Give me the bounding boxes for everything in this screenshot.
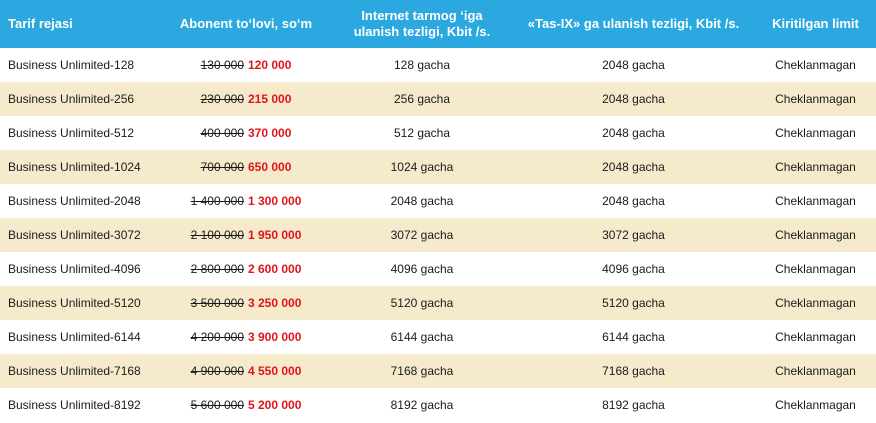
tasix-speed-cell: 2048 gacha xyxy=(602,160,665,174)
new-price: 370 000 xyxy=(248,126,292,140)
tasix-speed-cell: 6144 gacha xyxy=(602,330,665,344)
internet-speed-cell: 8192 gacha xyxy=(390,398,454,412)
header-tariff-plan: Tarif rejasi xyxy=(8,16,73,31)
tasix-speed-cell: 2048 gacha xyxy=(602,126,665,140)
tariff-name-cell: Business Unlimited-2048 xyxy=(8,194,141,208)
old-price: 2 100 000 xyxy=(190,228,244,242)
limit-cell: Cheklanmagan xyxy=(775,92,856,106)
internet-speed-cell: 128 gacha xyxy=(393,58,451,72)
new-price: 650 000 xyxy=(248,160,292,174)
price-cell: 130 000 120 000 xyxy=(160,48,332,82)
old-price: 2 800 000 xyxy=(190,262,244,276)
tariff-name-cell: Business Unlimited-3072 xyxy=(8,228,141,242)
internet-speed-cell: 3072 gacha xyxy=(390,228,454,242)
tariff-name-cell: Business Unlimited-512 xyxy=(8,126,135,140)
internet-speed-cell: 7168 gacha xyxy=(390,364,454,378)
price-cell: 2 100 000 1 950 000 xyxy=(160,218,332,252)
internet-speed-cell: 5120 gacha xyxy=(390,296,454,310)
tasix-speed-cell: 2048 gacha xyxy=(602,58,665,72)
old-price: 5 600 000 xyxy=(190,398,244,412)
tasix-speed-cell: 3072 gacha xyxy=(602,228,665,242)
table-row: Business Unlimited-128 130 000 120 000 128 … xyxy=(0,48,876,82)
header-limit: Kiritilgan limit xyxy=(772,16,859,31)
tariff-name-cell: Business Unlimited-5120 xyxy=(8,296,141,310)
price-cell: 4 900 000 4 550 000 xyxy=(160,354,332,388)
internet-speed-cell: 6144 gacha xyxy=(390,330,454,344)
price-cell: 4 200 000 3 900 000 xyxy=(160,320,332,354)
price-cell: 5 600 000 5 200 000 xyxy=(160,388,332,422)
table-header: Tarif rejasi Abonent to‘lovi, so‘m Inter… xyxy=(0,0,876,48)
old-price: 230 000 xyxy=(200,92,244,106)
new-price: 3 250 000 xyxy=(248,296,302,310)
tasix-speed-cell: 2048 gacha xyxy=(602,194,665,208)
header-tasix-speed: «Tas-IX» ga ulanish tezligi, Kbit /s. xyxy=(527,16,740,31)
price-cell: 400 000 370 000 xyxy=(160,116,332,150)
old-price: 4 900 000 xyxy=(190,364,244,378)
internet-speed-cell: 1024 gacha xyxy=(390,160,454,174)
price-cell: 700 000 650 000 xyxy=(160,150,332,184)
table-row: Business Unlimited-256 230 000 215 000 256 … xyxy=(0,82,876,116)
tariff-name-cell: Business Unlimited-6144 xyxy=(8,330,141,344)
tariff-name-cell: Business Unlimited-8192 xyxy=(8,398,141,412)
internet-speed-cell: 512 gacha xyxy=(393,126,451,140)
internet-speed-cell: 4096 gacha xyxy=(390,262,454,276)
new-price: 215 000 xyxy=(248,92,292,106)
limit-cell: Cheklanmagan xyxy=(775,296,856,310)
tariff-name-cell: Business Unlimited-7168 xyxy=(8,364,141,378)
limit-cell: Cheklanmagan xyxy=(775,262,856,276)
table-body: Business Unlimited-128 130 000 120 000 128 … xyxy=(0,48,876,422)
limit-cell: Cheklanmagan xyxy=(775,126,856,140)
internet-speed-cell: 256 gacha xyxy=(393,92,451,106)
header-row: Tarif rejasi Abonent to‘lovi, so‘m Inter… xyxy=(0,0,876,48)
tasix-speed-cell: 5120 gacha xyxy=(602,296,665,310)
table-row: Business Unlimited-2048 1 400 000 1 300 00… xyxy=(0,184,876,218)
new-price: 5 200 000 xyxy=(248,398,302,412)
tasix-speed-cell: 2048 gacha xyxy=(602,92,665,106)
limit-cell: Cheklanmagan xyxy=(775,364,856,378)
table-row: Business Unlimited-7168 4 900 000 4 550 00… xyxy=(0,354,876,388)
old-price: 400 000 xyxy=(200,126,244,140)
table-row: Business Unlimited-1024 700 000 650 000 102… xyxy=(0,150,876,184)
table-row: Business Unlimited-6144 4 200 000 3 900 00… xyxy=(0,320,876,354)
new-price: 4 550 000 xyxy=(248,364,302,378)
limit-cell: Cheklanmagan xyxy=(775,160,856,174)
new-price: 120 000 xyxy=(248,58,292,72)
old-price: 130 000 xyxy=(200,58,244,72)
new-price: 2 600 000 xyxy=(248,262,302,276)
price-cell: 2 800 000 2 600 000 xyxy=(160,252,332,286)
limit-cell: Cheklanmagan xyxy=(775,194,856,208)
table-row: Business Unlimited-5120 3 500 000 3 250 00… xyxy=(0,286,876,320)
new-price: 1 950 000 xyxy=(248,228,302,242)
table-row: Business Unlimited-512 400 000 370 000 512 … xyxy=(0,116,876,150)
limit-cell: Cheklanmagan xyxy=(775,330,856,344)
tariff-name-cell: Business Unlimited-1024 xyxy=(8,160,141,174)
old-price: 1 400 000 xyxy=(190,194,244,208)
price-cell: 3 500 000 3 250 000 xyxy=(160,286,332,320)
header-subscription-fee: Abonent to‘lovi, so‘m xyxy=(179,16,313,31)
old-price: 4 200 000 xyxy=(190,330,244,344)
limit-cell: Cheklanmagan xyxy=(775,398,856,412)
price-cell: 1 400 000 1 300 000 xyxy=(160,184,332,218)
tariff-name-cell: Business Unlimited-4096 xyxy=(8,262,141,276)
tasix-speed-cell: 4096 gacha xyxy=(602,262,665,276)
table-row: Business Unlimited-3072 2 100 000 1 950 00… xyxy=(0,218,876,252)
header-internet-speed: Internet tarmog ‘iga ulanish tezligi, Kb… xyxy=(353,8,491,39)
limit-cell: Cheklanmagan xyxy=(775,58,856,72)
tasix-speed-cell: 8192 gacha xyxy=(602,398,665,412)
internet-speed-cell: 2048 gacha xyxy=(390,194,454,208)
tariff-name-cell: Business Unlimited-256 xyxy=(8,92,135,106)
price-cell: 230 000 215 000 xyxy=(160,82,332,116)
tasix-speed-cell: 7168 gacha xyxy=(602,364,665,378)
table-row: Business Unlimited-8192 5 600 000 5 200 00… xyxy=(0,388,876,422)
limit-cell: Cheklanmagan xyxy=(775,228,856,242)
table-row: Business Unlimited-4096 2 800 000 2 600 00… xyxy=(0,252,876,286)
new-price: 3 900 000 xyxy=(248,330,302,344)
old-price: 3 500 000 xyxy=(190,296,244,310)
new-price: 1 300 000 xyxy=(248,194,302,208)
old-price: 700 000 xyxy=(200,160,244,174)
tariff-name-cell: Business Unlimited-128 xyxy=(8,58,135,72)
